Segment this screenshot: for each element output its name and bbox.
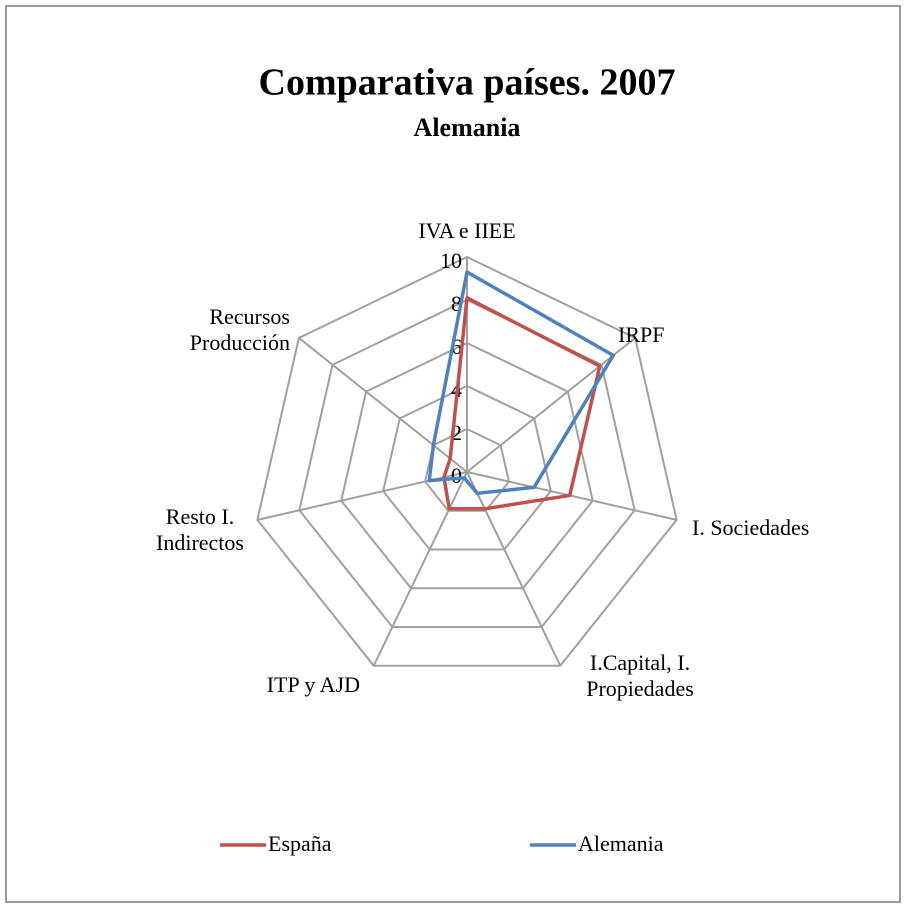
axis-label: I.Capital, I. Propiedades bbox=[586, 650, 694, 701]
axis-label: I. Sociedades bbox=[692, 515, 810, 540]
grid-ring bbox=[256, 255, 678, 667]
y-tick-label: 6 bbox=[451, 334, 462, 359]
series-line bbox=[427, 270, 615, 496]
spoke bbox=[466, 337, 636, 473]
axis-label: Recursos Producción bbox=[189, 304, 290, 355]
spoke bbox=[298, 337, 468, 473]
legend-label: España bbox=[268, 831, 332, 856]
axis-label: IVA e IIEE bbox=[418, 218, 516, 243]
spoke bbox=[466, 471, 562, 667]
grid-ring bbox=[340, 341, 594, 590]
spoke bbox=[372, 471, 468, 667]
chart-frame bbox=[5, 5, 901, 903]
axis-label: Resto I. Indirectos bbox=[156, 504, 244, 555]
axis-label: ITP y AJD bbox=[266, 672, 360, 697]
y-tick-label: 0 bbox=[451, 463, 462, 488]
chart-title: Comparativa países. 2007 bbox=[259, 62, 676, 104]
grid-ring bbox=[382, 384, 552, 551]
axis-label: IRPF bbox=[618, 322, 665, 347]
y-tick-label: 10 bbox=[440, 248, 462, 273]
y-tick-label: 2 bbox=[451, 420, 462, 445]
legend-label: Alemania bbox=[578, 831, 664, 856]
y-tick-label: 8 bbox=[451, 291, 462, 316]
chart-subtitle: Alemania bbox=[414, 113, 521, 142]
spoke bbox=[466, 471, 677, 521]
grid-ring bbox=[298, 298, 636, 628]
